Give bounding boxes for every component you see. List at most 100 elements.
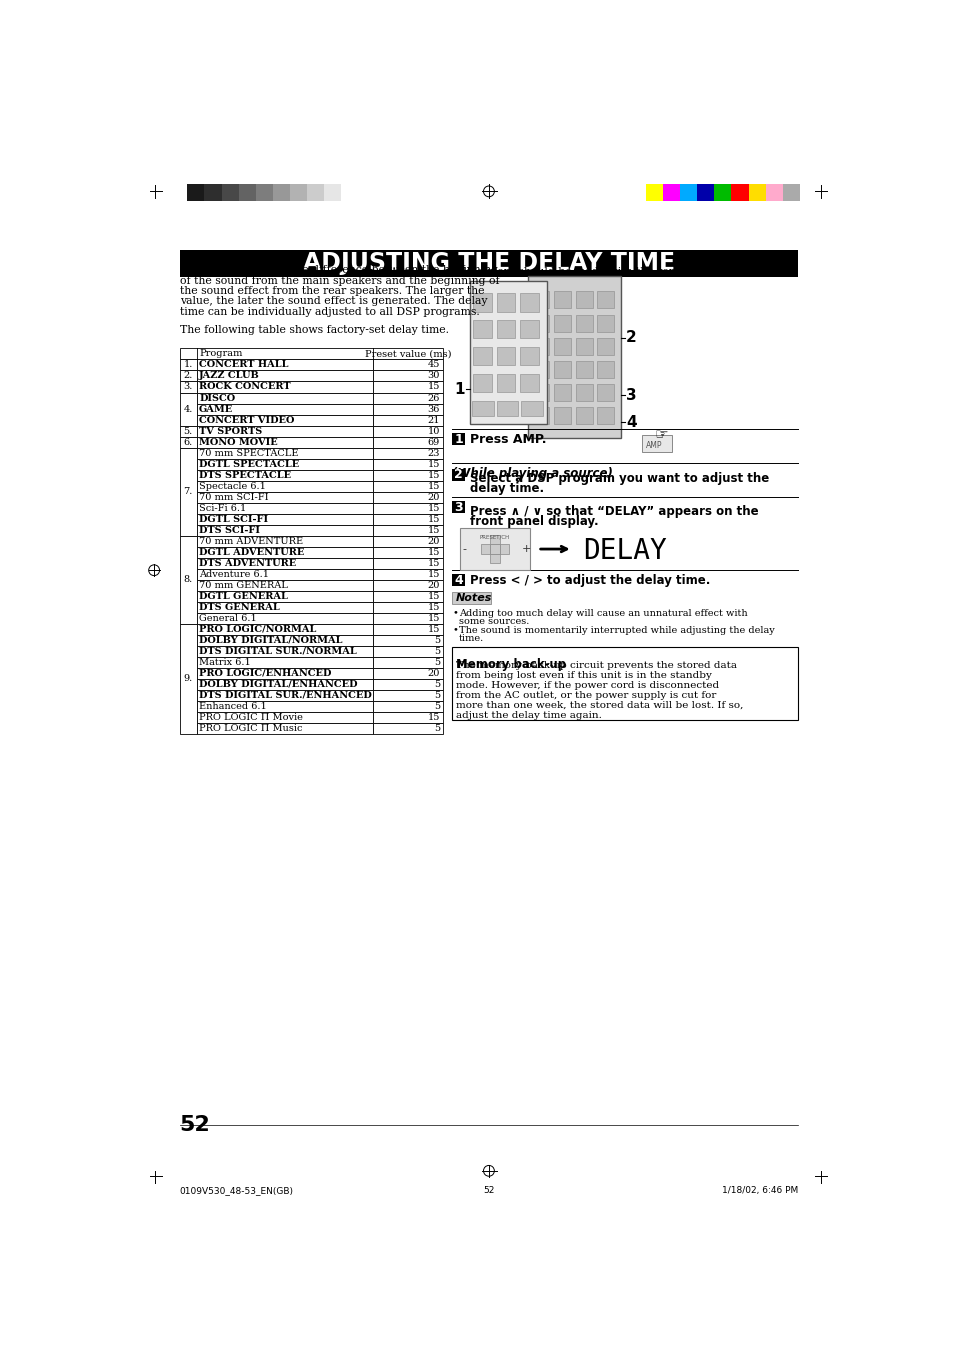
Bar [196, 492, 373, 503]
Text: •: • [452, 609, 457, 617]
Text: ROCK CONCERT: ROCK CONCERT [199, 382, 291, 392]
Text: Adding too much delay will cause an unnatural effect with: Adding too much delay will cause an unna… [458, 609, 746, 617]
Bar [307, 184, 323, 200]
Text: CONCERT VIDEO: CONCERT VIDEO [199, 416, 294, 424]
Bar [373, 580, 443, 590]
Text: CONCERT HALL: CONCERT HALL [199, 361, 288, 369]
Bar [373, 635, 443, 646]
Text: 20: 20 [427, 536, 439, 546]
Bar [765, 184, 781, 200]
Bar [490, 535, 499, 544]
Text: JAZZ CLUB: JAZZ CLUB [199, 372, 259, 381]
Bar [597, 315, 614, 331]
Bar [373, 712, 443, 723]
Text: You can adjust the time difference between the beginning: You can adjust the time difference betwe… [179, 265, 497, 276]
Text: DELAY: DELAY [582, 536, 666, 565]
Bar [196, 701, 373, 712]
Text: 5.: 5. [183, 427, 193, 435]
Bar [473, 320, 492, 339]
Bar [452, 434, 464, 446]
Bar [179, 393, 196, 426]
Bar [179, 447, 196, 535]
Bar [196, 359, 373, 370]
Text: Select a DSP program you want to adjust the: Select a DSP program you want to adjust … [469, 473, 768, 485]
Bar [373, 624, 443, 635]
Text: Memory back-up: Memory back-up [456, 658, 566, 671]
Text: 36: 36 [427, 404, 439, 413]
Text: 3: 3 [625, 388, 636, 403]
Text: 1: 1 [454, 432, 462, 446]
Text: 70 mm SCI-FI: 70 mm SCI-FI [199, 493, 269, 501]
Text: 30: 30 [427, 372, 439, 381]
Bar [679, 184, 697, 200]
Text: The sound is momentarily interrupted while adjusting the delay: The sound is momentarily interrupted whi… [458, 626, 774, 635]
Bar [373, 492, 443, 503]
Bar [196, 458, 373, 470]
Text: 5: 5 [434, 701, 439, 711]
Bar [497, 401, 517, 416]
Bar [469, 281, 546, 424]
Text: Matrix 6.1: Matrix 6.1 [199, 658, 251, 667]
Bar [196, 547, 373, 558]
Text: 15: 15 [427, 713, 439, 721]
Bar [373, 436, 443, 447]
Bar [373, 359, 443, 370]
Text: 8.: 8. [183, 576, 193, 584]
Bar [473, 293, 492, 312]
Text: ☞: ☞ [655, 427, 668, 442]
Bar [519, 320, 537, 339]
Bar [532, 407, 549, 424]
Text: DISCO: DISCO [199, 393, 235, 403]
Bar [373, 470, 443, 481]
Bar [196, 580, 373, 590]
Text: mode. However, if the power cord is disconnected: mode. However, if the power cord is disc… [456, 681, 719, 690]
Text: 1: 1 [454, 382, 464, 397]
Bar [196, 678, 373, 690]
Text: 10: 10 [427, 427, 439, 435]
Text: Press < / > to adjust the delay time.: Press < / > to adjust the delay time. [469, 574, 709, 586]
Bar [373, 657, 443, 667]
Bar [179, 426, 196, 436]
Text: MONO MOVIE: MONO MOVIE [199, 438, 277, 447]
Bar [373, 569, 443, 580]
Text: 5: 5 [434, 636, 439, 644]
Bar [373, 524, 443, 535]
Text: GAME: GAME [199, 404, 233, 413]
Bar [373, 458, 443, 470]
Bar [452, 574, 464, 586]
Bar [554, 338, 571, 354]
Bar [575, 315, 592, 331]
Bar [554, 315, 571, 331]
Bar [532, 315, 549, 331]
Bar [597, 338, 614, 354]
Text: DGTL SPECTACLE: DGTL SPECTACLE [199, 459, 299, 469]
Text: DOLBY DIGITAL/NORMAL: DOLBY DIGITAL/NORMAL [199, 636, 342, 644]
Bar [528, 276, 620, 438]
Bar [179, 349, 443, 359]
Text: 26: 26 [427, 393, 439, 403]
Bar [373, 690, 443, 701]
Bar [196, 370, 373, 381]
Bar [187, 184, 204, 200]
Bar [473, 374, 492, 392]
Text: 20: 20 [427, 669, 439, 678]
Text: 7.: 7. [183, 488, 193, 496]
Text: DTS DIGITAL SUR./ENHANCED: DTS DIGITAL SUR./ENHANCED [199, 690, 372, 700]
Text: 20: 20 [427, 493, 439, 501]
Bar [597, 292, 614, 308]
Text: DGTL SCI-FI: DGTL SCI-FI [199, 515, 268, 524]
Text: PRO LOGIC/NORMAL: PRO LOGIC/NORMAL [199, 624, 316, 634]
Bar [373, 404, 443, 415]
Text: Preset value (ms): Preset value (ms) [365, 350, 451, 358]
Text: Spectacle 6.1: Spectacle 6.1 [199, 481, 266, 490]
Bar [575, 361, 592, 378]
Bar [323, 184, 340, 200]
Text: of the sound from the main speakers and the beginning of: of the sound from the main speakers and … [179, 276, 498, 285]
Text: TV SPORTS: TV SPORTS [199, 427, 262, 435]
Text: 0109V530_48-53_EN(GB): 0109V530_48-53_EN(GB) [179, 1186, 294, 1196]
Bar [290, 184, 307, 200]
Bar [532, 384, 549, 401]
Bar [196, 569, 373, 580]
Bar [340, 184, 357, 200]
Text: 21: 21 [427, 416, 439, 424]
